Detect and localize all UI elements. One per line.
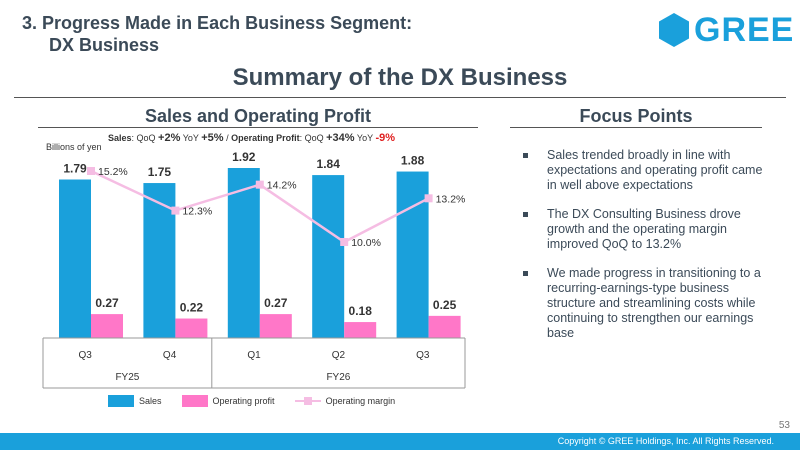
focus-point-item: Sales trended broadly in line with expec… <box>523 148 768 193</box>
growth-separator: / <box>223 133 232 143</box>
growth-sales-qoq: +2% <box>158 132 181 144</box>
growth-sales-label: Sales <box>108 133 132 143</box>
growth-summary: Sales: QoQ +2% YoY +5% / Operating Profi… <box>108 132 395 144</box>
section-title-line2: DX Business <box>49 35 160 55</box>
growth-sales-yoy: +5% <box>201 132 224 144</box>
operating-margin-value-label: 15.2% <box>98 166 128 178</box>
operating-margin-point <box>424 194 433 203</box>
sales-bar <box>312 175 345 338</box>
operating-profit-bar <box>91 314 123 338</box>
fiscal-year-label: FY25 <box>115 372 139 383</box>
legend-swatch-operating-margin <box>294 395 321 407</box>
sales-value-label: 1.75 <box>148 165 172 179</box>
operating-margin-point <box>87 167 95 175</box>
operating-profit-bar <box>175 318 208 338</box>
operating-margin-value-label: 10.0% <box>351 237 381 249</box>
copyright-text: Copyright © GREE Holdings, Inc. All Righ… <box>557 436 774 446</box>
section-title-line1: 3. Progress Made in Each Business Segmen… <box>22 13 413 33</box>
operating-profit-value-label: 0.18 <box>349 304 373 318</box>
sales-bar <box>227 168 260 338</box>
page-number: 53 <box>778 420 790 431</box>
x-tick-label: Q2 <box>332 350 346 361</box>
sales-bar <box>59 179 91 338</box>
legend-item-operating-margin: Operating margin <box>294 395 396 407</box>
legend-item-sales: Sales <box>108 395 162 407</box>
footer-bar: Copyright © GREE Holdings, Inc. All Righ… <box>0 433 800 450</box>
x-tick-label: Q4 <box>163 350 177 361</box>
fiscal-year-label: FY26 <box>326 372 350 383</box>
focus-point-item: The DX Consulting Business drove growth … <box>523 207 768 252</box>
operating-margin-value-label: 14.2% <box>267 180 297 192</box>
title-divider <box>14 97 786 98</box>
operating-profit-value-label: 0.25 <box>433 298 457 312</box>
legend-label-sales: Sales <box>139 396 162 406</box>
sales-bar <box>396 171 429 338</box>
legend-label-operating-margin: Operating margin <box>325 396 396 406</box>
operating-margin-point <box>255 180 264 189</box>
growth-op-qoq-label: : QoQ <box>299 133 327 143</box>
legend-swatch-operating-profit <box>181 395 208 407</box>
bullet-square-icon <box>523 212 528 217</box>
growth-op-yoy: -9% <box>375 132 396 144</box>
growth-op-yoy-label: YoY <box>354 133 376 143</box>
focus-points-list: Sales trended broadly in line with expec… <box>523 148 768 355</box>
sales-value-label: 1.84 <box>317 157 341 171</box>
bullet-square-icon <box>523 271 528 276</box>
operating-margin-point <box>171 206 180 215</box>
focus-point-text: We made progress in transitioning to a r… <box>547 266 761 340</box>
legend-label-operating-profit: Operating profit <box>212 396 275 406</box>
growth-op-qoq: +34% <box>326 132 355 144</box>
bullet-square-icon <box>523 153 528 158</box>
focus-panel-title: Focus Points <box>579 106 693 126</box>
chart-legend: Sales Operating profit Operating margin <box>108 395 415 407</box>
section-title: 3. Progress Made in Each Business Segmen… <box>22 12 412 56</box>
gree-logo: GREE <box>658 10 793 50</box>
hexagon-logo-icon <box>659 13 689 47</box>
legend-swatch-sales <box>108 395 134 407</box>
x-tick-label: Q1 <box>247 350 261 361</box>
x-tick-label: Q3 <box>79 350 93 361</box>
growth-op-label: Operating Profit <box>231 133 300 143</box>
operating-profit-bar <box>344 322 377 338</box>
growth-yoy-label: YoY <box>180 133 202 143</box>
sales-bar <box>143 183 176 338</box>
operating-margin-value-label: 13.2% <box>436 193 466 205</box>
focus-panel-divider <box>510 127 762 128</box>
operating-profit-bar <box>428 315 461 338</box>
operating-profit-value-label: 0.27 <box>264 296 288 310</box>
chart-unit-label: Billions of yen <box>46 142 102 152</box>
sales-profit-chart: 1.79 0.27 1.75 0.22 1.92 0.27 1.84 0.18 1.88 0.25… <box>42 150 466 389</box>
sales-value-label: 1.79 <box>63 162 87 176</box>
x-tick-label: Q3 <box>416 350 430 361</box>
chart-panel-title: Sales and Operating Profit <box>144 106 372 126</box>
logo-text: GREE <box>694 11 795 49</box>
focus-point-item: We made progress in transitioning to a r… <box>523 266 768 341</box>
operating-profit-value-label: 0.22 <box>180 301 204 315</box>
legend-item-operating-profit: Operating profit <box>181 395 275 407</box>
chart-panel-divider <box>38 127 478 128</box>
growth-qoq-label: : QoQ <box>131 133 159 143</box>
operating-margin-point <box>340 238 349 246</box>
operating-profit-value-label: 0.27 <box>95 296 119 310</box>
focus-point-text: Sales trended broadly in line with expec… <box>547 148 763 192</box>
sales-value-label: 1.92 <box>232 150 256 164</box>
operating-margin-value-label: 12.3% <box>182 206 212 218</box>
operating-profit-bar <box>259 314 292 338</box>
page-title: Summary of the DX Business <box>232 64 568 91</box>
sales-value-label: 1.88 <box>401 154 425 168</box>
focus-point-text: The DX Consulting Business drove growth … <box>547 207 741 251</box>
